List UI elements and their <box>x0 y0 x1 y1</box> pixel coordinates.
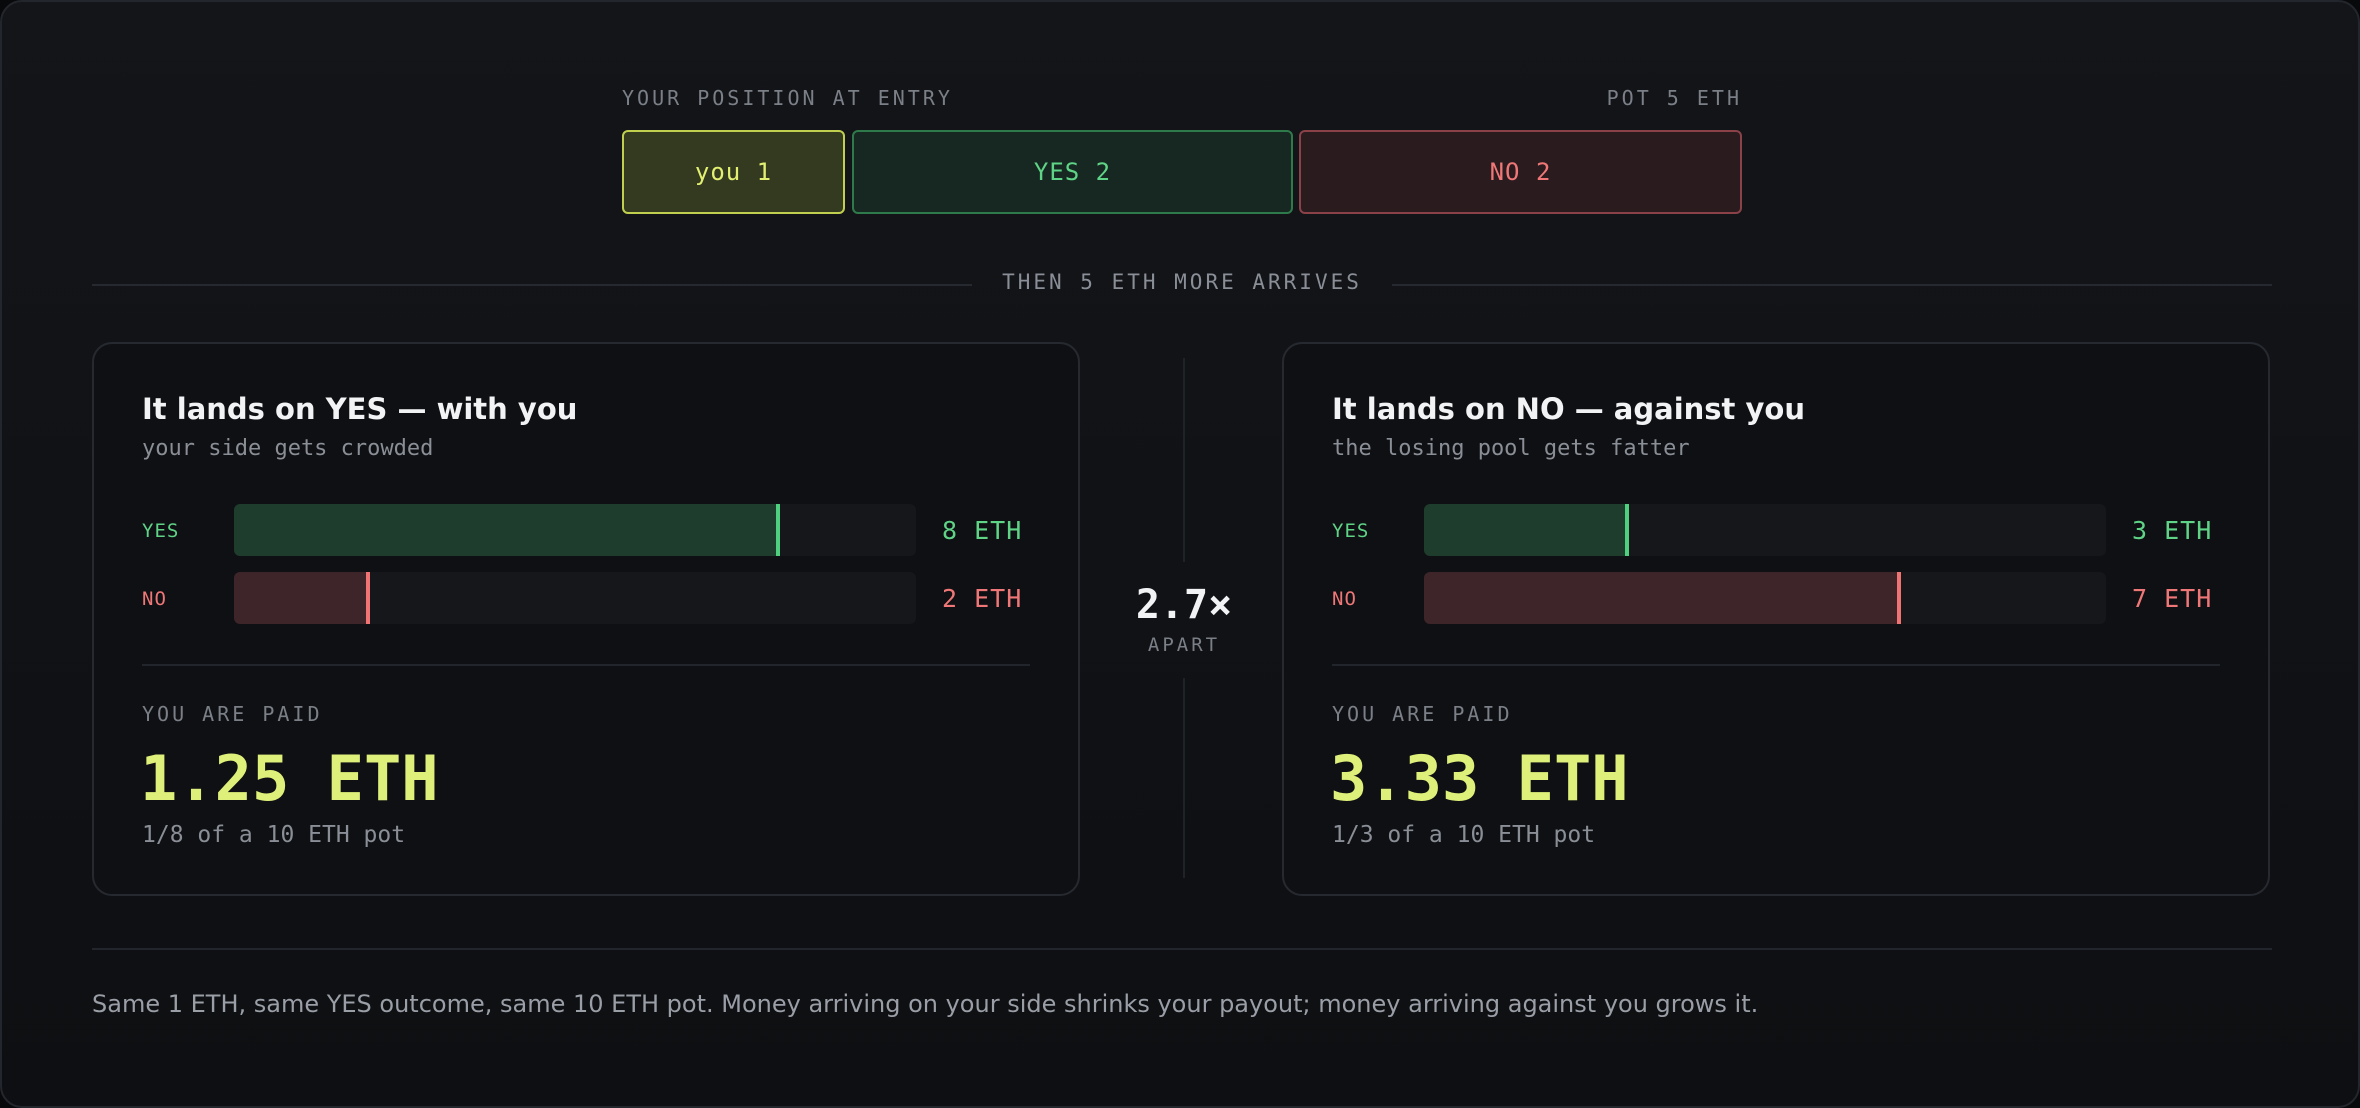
entry-position-label: YOUR POSITION AT ENTRY <box>622 86 953 110</box>
scenario-subtitle: your side gets crowded <box>142 436 434 461</box>
no-pool-label: NO <box>142 588 167 610</box>
yes-pool-bar <box>234 504 780 556</box>
no-pool-value: 2 ETH <box>942 584 1023 613</box>
no-pool-bar-track <box>1424 572 2106 624</box>
footer-note: Same 1 ETH, same YES outcome, same 10 ET… <box>92 990 1759 1018</box>
comparison-label: APART <box>1147 634 1221 656</box>
yes-pool-value: 8 ETH <box>942 516 1023 545</box>
paid-amount: 3.33 ETH <box>1330 742 1629 815</box>
no-pool-bar <box>234 572 371 624</box>
paid-note: 1/8 of a 10 ETH pot <box>142 822 406 848</box>
yes-pool-bar <box>1424 504 1629 556</box>
card-divider <box>142 664 1030 666</box>
no-pool-bar-track <box>234 572 916 624</box>
yes-pool-label: YES <box>142 520 180 542</box>
paid-label: YOU ARE PAID <box>1332 702 1513 726</box>
no-pool-value: 7 ETH <box>2132 584 2213 613</box>
pot-label: POT 5 ETH <box>1606 86 1742 110</box>
comparison-line-bottom <box>1183 678 1185 878</box>
scenario-card-yes: It lands on YES — with you your side get… <box>92 342 1080 896</box>
scenario-subtitle: the losing pool gets fatter <box>1332 436 1690 461</box>
scenario-title: It lands on NO — against you <box>1332 392 1805 426</box>
entry-segment-no: NO 2 <box>1299 130 1742 214</box>
yes-pool-bar-track <box>1424 504 2106 556</box>
comparison-value: 2.7× <box>1135 582 1233 628</box>
divider-label: THEN 5 ETH MORE ARRIVES <box>1002 270 1362 294</box>
yes-pool-value: 3 ETH <box>2132 516 2213 545</box>
entry-segment-you: you 1 <box>622 130 845 214</box>
entry-segment-yes: YES 2 <box>852 130 1293 214</box>
paid-label: YOU ARE PAID <box>142 702 323 726</box>
divider-line-left <box>92 284 972 286</box>
comparison-line-top <box>1183 358 1185 562</box>
divider-line-right <box>1392 284 2272 286</box>
yes-pool-label: YES <box>1332 520 1370 542</box>
scenario-title: It lands on YES — with you <box>142 392 578 426</box>
paid-amount: 1.25 ETH <box>140 742 439 815</box>
yes-pool-bar-track <box>234 504 916 556</box>
card-divider <box>1332 664 2220 666</box>
footer-divider <box>92 948 2272 950</box>
no-pool-label: NO <box>1332 588 1357 610</box>
no-pool-bar <box>1424 572 1902 624</box>
paid-note: 1/3 of a 10 ETH pot <box>1332 822 1596 848</box>
scenario-card-no: It lands on NO — against you the losing … <box>1282 342 2270 896</box>
